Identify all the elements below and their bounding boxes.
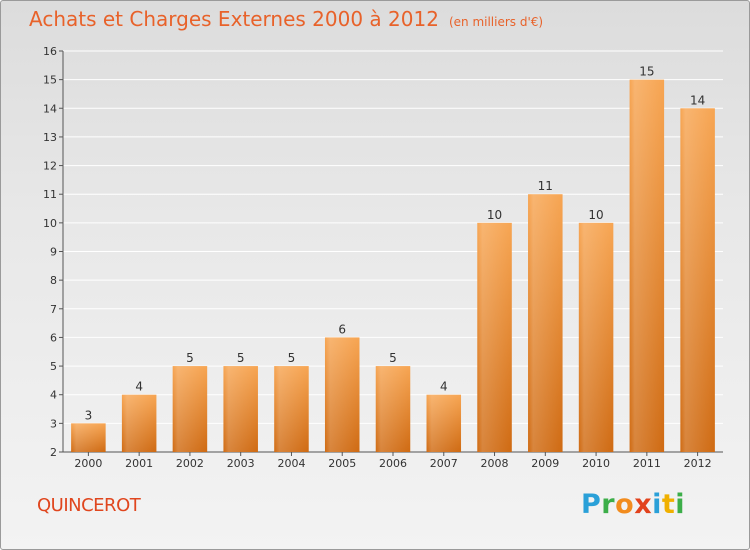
y-tick-label: 8 xyxy=(50,274,57,287)
data-label: 11 xyxy=(538,179,553,193)
bar-shine xyxy=(578,222,614,452)
x-tick-label: 2012 xyxy=(684,457,712,470)
logo-letter: t xyxy=(661,489,676,520)
bar-shine xyxy=(629,79,665,453)
bar-shine xyxy=(528,194,563,452)
bar-chart: 2 3 4 5 6 7 8 9 10 11 12 13 14 15 16 2000 2001 2002 2003 20… xyxy=(43,45,723,470)
chart-title: Achats et Charges Externes 2000 à 2012 (e… xyxy=(29,7,543,31)
y-tick-label: 5 xyxy=(50,360,57,373)
y-tick-label: 12 xyxy=(43,160,57,173)
data-labels: 3 4 5 5 5 6 5 4 10 11 10 15 14 xyxy=(85,65,706,423)
data-label: 10 xyxy=(588,208,603,222)
data-label: 5 xyxy=(237,351,245,365)
bar-shine xyxy=(680,108,715,453)
data-label: 4 xyxy=(135,380,143,394)
x-tick-label: 2000 xyxy=(74,457,102,470)
data-label: 10 xyxy=(487,208,502,222)
y-tick-label: 6 xyxy=(50,331,57,344)
logo-letter: r xyxy=(601,489,616,520)
logo-letter: P xyxy=(581,489,602,520)
y-tick-label: 4 xyxy=(50,389,57,402)
data-label: 14 xyxy=(690,93,705,107)
proxiti-logo: Proxiti xyxy=(581,489,685,520)
y-tick-label: 11 xyxy=(43,188,57,201)
x-tick-label: 2011 xyxy=(633,457,661,470)
x-tick-label: 2004 xyxy=(277,457,305,470)
chart-title-text: Achats et Charges Externes 2000 à 2012 xyxy=(29,7,439,31)
bar-shine xyxy=(274,366,309,452)
bar-shine xyxy=(121,394,157,452)
y-tick-label: 14 xyxy=(43,102,57,115)
bar-shine xyxy=(324,337,360,452)
y-tick-label: 7 xyxy=(50,303,57,316)
data-label: 6 xyxy=(338,322,346,336)
x-tick-label: 2008 xyxy=(481,457,509,470)
bar-shine xyxy=(223,366,258,452)
y-tick-label: 15 xyxy=(43,74,57,87)
logo-letter: x xyxy=(634,489,653,520)
bar-shine xyxy=(172,366,208,452)
x-tick-label: 2007 xyxy=(430,457,458,470)
bar-shine xyxy=(375,366,411,452)
chart-subtitle: (en milliers d'€) xyxy=(448,15,544,29)
y-tick-label: 9 xyxy=(50,246,57,259)
logo-letter: o xyxy=(615,489,635,520)
bar-shine xyxy=(477,222,512,452)
y-tick-label: 10 xyxy=(43,217,57,230)
x-tick-label: 2005 xyxy=(328,457,356,470)
bar-shine xyxy=(71,423,106,452)
x-tick-label: 2010 xyxy=(582,457,610,470)
commune-name: QUINCEROT xyxy=(37,495,141,516)
y-tick-label: 2 xyxy=(50,446,57,459)
data-label: 5 xyxy=(389,351,397,365)
x-tick-label: 2001 xyxy=(125,457,153,470)
x-tick-label: 2003 xyxy=(227,457,255,470)
x-tick-label: 2009 xyxy=(531,457,559,470)
x-tick-label: 2006 xyxy=(379,457,407,470)
data-label: 5 xyxy=(288,351,296,365)
y-tick-label: 3 xyxy=(50,417,57,430)
y-tick-label: 13 xyxy=(43,131,57,144)
data-label: 4 xyxy=(440,380,448,394)
logo-letter: i xyxy=(652,489,662,520)
bar-shine xyxy=(426,394,462,452)
bars xyxy=(71,79,715,453)
data-label: 5 xyxy=(186,351,194,365)
x-tick-label: 2002 xyxy=(176,457,204,470)
logo-letter: i xyxy=(675,489,686,520)
data-label: 15 xyxy=(639,65,654,79)
data-label: 3 xyxy=(85,408,93,422)
y-tick-label: 16 xyxy=(43,45,57,58)
